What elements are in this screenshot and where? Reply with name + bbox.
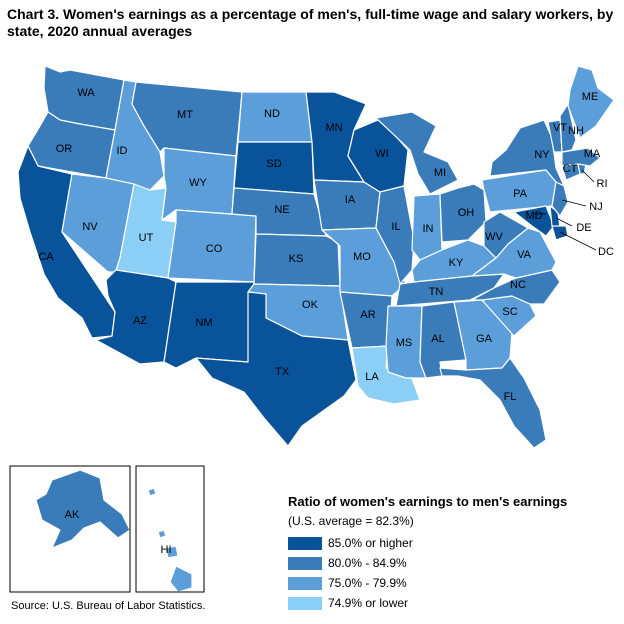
label-MT: MT <box>177 109 193 121</box>
label-SC: SC <box>502 306 517 318</box>
chart-title: Chart 3. Women's earnings as a percentag… <box>7 6 614 39</box>
label-CA: CA <box>38 251 54 263</box>
legend-item: 80.0% - 84.9% <box>288 553 618 573</box>
legend-subtitle: (U.S. average = 82.3%) <box>288 514 414 528</box>
label-NY: NY <box>534 149 550 161</box>
state-WY <box>161 147 237 221</box>
label-OR: OR <box>56 143 73 155</box>
label-MS: MS <box>396 337 413 349</box>
label-FL: FL <box>504 391 517 403</box>
label-WI: WI <box>375 148 388 160</box>
state-FL <box>439 357 547 449</box>
legend-item: 75.0% - 79.9% <box>288 573 618 593</box>
label-HI: HI <box>161 544 172 556</box>
label-NJ: NJ <box>589 201 602 213</box>
label-AZ: AZ <box>133 315 147 327</box>
state-HI <box>169 565 193 593</box>
state-NJ <box>551 181 569 217</box>
label-RI: RI <box>597 178 608 190</box>
state-MA <box>561 147 601 167</box>
legend-item-label: 80.0% - 84.9% <box>328 556 407 570</box>
legend: Ratio of women's earnings to men's earni… <box>288 494 618 613</box>
state-MI <box>375 111 459 195</box>
label-OK: OK <box>302 299 319 311</box>
label-CT: CT <box>563 163 578 175</box>
source-note: Source: U.S. Bureau of Labor Statistics. <box>11 600 206 612</box>
leader-nj <box>561 199 587 207</box>
label-NH: NH <box>568 125 584 137</box>
label-MO: MO <box>353 251 371 263</box>
state-NY <box>489 119 565 187</box>
state-MD <box>513 205 555 237</box>
leader-de <box>555 217 573 227</box>
legend-swatch <box>288 576 322 590</box>
legend-title: Ratio of women's earnings to men's earni… <box>288 494 568 509</box>
state-ME <box>567 65 615 139</box>
label-NV: NV <box>82 221 98 233</box>
label-IN: IN <box>423 223 434 235</box>
label-DC: DC <box>598 246 614 258</box>
label-NC: NC <box>510 279 526 291</box>
label-NE: NE <box>274 204 289 216</box>
state-TX <box>195 291 357 447</box>
label-MI: MI <box>434 167 446 179</box>
label-AR: AR <box>360 309 375 321</box>
hawaii-inset-frame <box>135 465 205 593</box>
state-OH <box>439 183 487 243</box>
label-AK: AK <box>65 509 80 521</box>
legend-item: 85.0% or higher <box>288 533 618 553</box>
label-UT: UT <box>139 232 154 244</box>
state-IL <box>375 185 415 285</box>
label-VT: VT <box>553 122 567 134</box>
legend-item-label: 75.0% - 79.9% <box>328 576 407 590</box>
state-HI-island-kauai <box>147 487 157 497</box>
label-WA: WA <box>77 87 95 99</box>
state-DC <box>551 225 569 241</box>
label-LA: LA <box>365 371 379 383</box>
label-TX: TX <box>275 366 290 378</box>
legend-item-label: 85.0% or higher <box>328 536 413 550</box>
label-VA: VA <box>517 249 532 261</box>
legend-swatch <box>288 596 322 610</box>
leader-ri <box>581 169 595 183</box>
label-TN: TN <box>429 286 444 298</box>
label-IA: IA <box>345 194 356 206</box>
state-TN <box>395 273 505 307</box>
label-GA: GA <box>476 333 493 345</box>
label-KS: KS <box>289 253 304 265</box>
legend-swatch <box>288 556 322 570</box>
label-SD: SD <box>266 158 281 170</box>
leader-dc <box>559 231 597 251</box>
state-HI-island-maui <box>165 545 179 559</box>
legend-swatch <box>288 536 322 550</box>
label-ID: ID <box>117 145 128 157</box>
label-AL: AL <box>431 333 444 345</box>
legend-item: 74.9% or lower <box>288 593 618 613</box>
label-MA: MA <box>584 148 601 160</box>
label-ND: ND <box>264 108 280 120</box>
state-AK <box>35 469 131 549</box>
label-CO: CO <box>206 243 223 255</box>
label-WV: WV <box>485 231 503 243</box>
label-WY: WY <box>189 177 207 189</box>
label-PA: PA <box>513 188 528 200</box>
state-NC <box>471 269 561 305</box>
label-DE: DE <box>576 222 591 234</box>
state-AZ <box>95 269 177 365</box>
label-NM: NM <box>195 317 212 329</box>
label-KY: KY <box>449 257 464 269</box>
label-IL: IL <box>391 221 400 233</box>
state-KS <box>253 233 341 287</box>
label-ME: ME <box>582 91 599 103</box>
legend-item-label: 74.9% or lower <box>328 596 409 610</box>
state-WV <box>483 211 529 259</box>
alaska-inset-frame <box>9 465 131 593</box>
state-HI-island-oahu <box>157 529 167 539</box>
label-OH: OH <box>458 207 475 219</box>
label-MN: MN <box>325 122 342 134</box>
label-MD: MD <box>525 210 542 222</box>
state-NH <box>559 103 577 153</box>
